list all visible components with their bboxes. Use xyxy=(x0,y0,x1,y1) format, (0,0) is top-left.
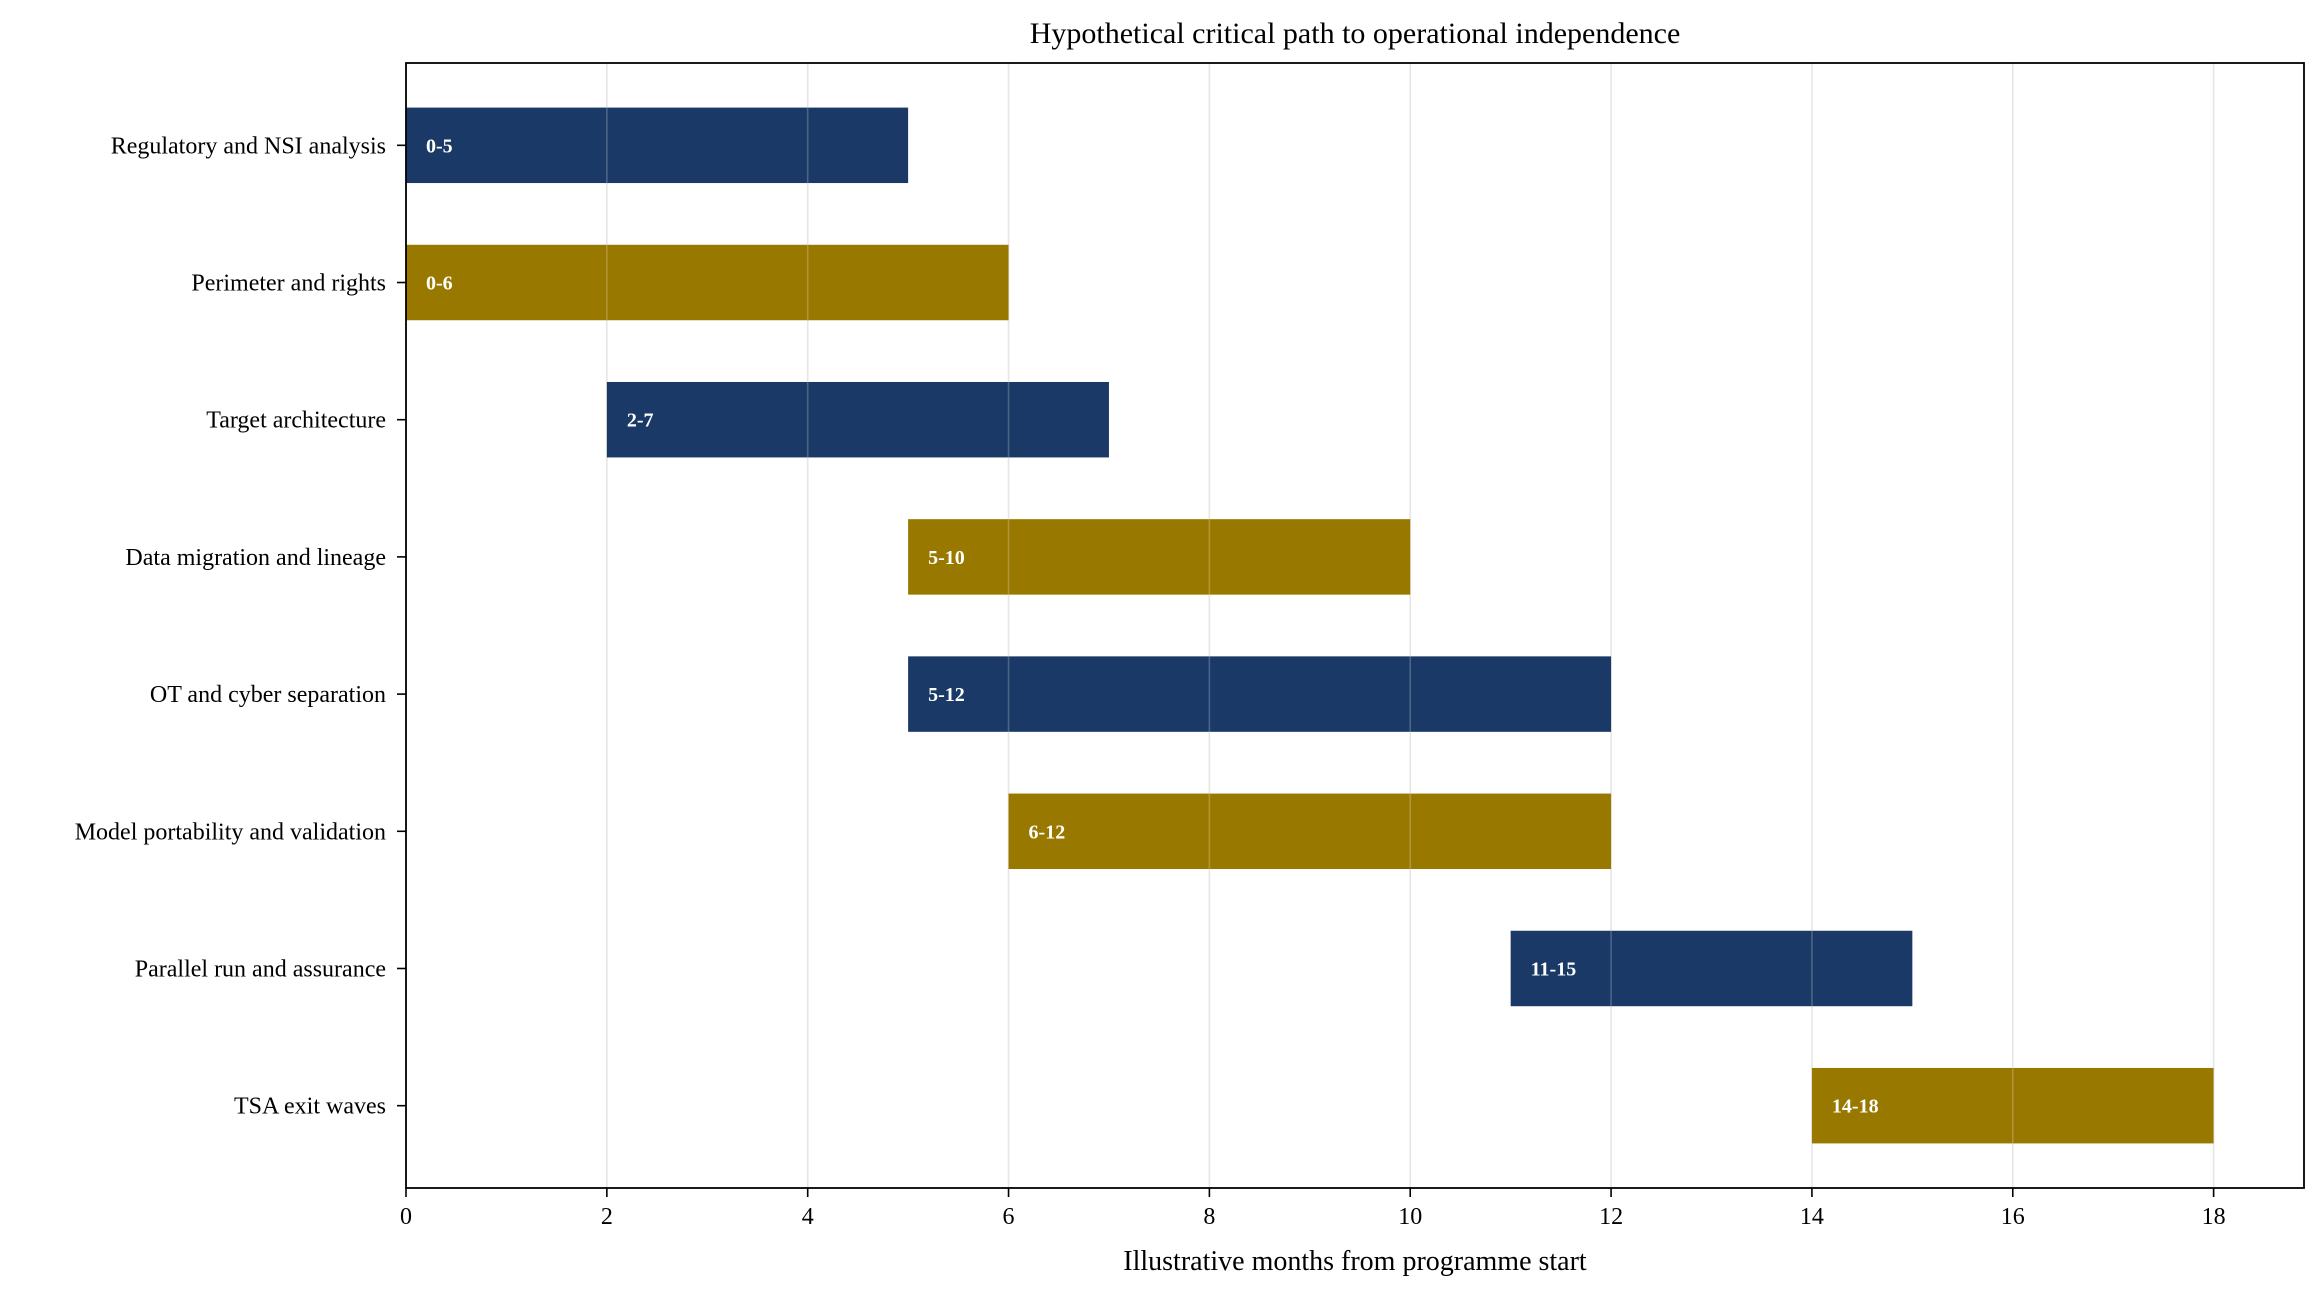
bar-layer: 0-5 0-6 2-7 5-10 5-12 6-12 11-15 14-18 xyxy=(406,107,2214,1144)
x-tick-label: 10 xyxy=(1398,1204,1422,1230)
gantt-bar xyxy=(908,519,1411,595)
x-tick-label: 12 xyxy=(1599,1204,1623,1230)
x-tick-label: 0 xyxy=(400,1204,412,1230)
bar-data-label: 11-15 xyxy=(1531,958,1577,980)
x-tick-label: 16 xyxy=(2001,1204,2025,1230)
bar-data-label: 5-10 xyxy=(928,547,965,569)
chart-title: Hypothetical critical path to operationa… xyxy=(1030,17,1681,50)
bar-data-label: 2-7 xyxy=(627,410,654,432)
gantt-bar xyxy=(1008,793,1612,870)
x-tick-label: 4 xyxy=(802,1204,814,1230)
bar-data-label: 14-18 xyxy=(1832,1096,1879,1118)
grid-layer xyxy=(405,63,2215,1188)
y-category-label: Target architecture xyxy=(206,408,386,434)
y-category-label: Regulatory and NSI analysis xyxy=(111,133,386,159)
tick-layer: 0 2 4 6 8 10 12 14 16 18 Regulatory and NSI analys… xyxy=(75,133,2226,1230)
gantt-bar xyxy=(908,656,1612,732)
x-tick-label: 14 xyxy=(1800,1204,1824,1230)
y-category-label: TSA exit waves xyxy=(234,1094,386,1120)
y-category-label: Parallel run and assurance xyxy=(135,956,386,982)
x-axis-label: Illustrative months from programme start xyxy=(1123,1246,1587,1277)
gantt-bar xyxy=(606,381,1109,458)
gantt-bar xyxy=(1811,1067,2214,1144)
x-tick-label: 2 xyxy=(601,1204,613,1230)
y-category-label: Model portability and validation xyxy=(75,819,386,845)
x-tick-label: 6 xyxy=(1003,1204,1015,1230)
bar-data-label: 6-12 xyxy=(1029,821,1066,843)
x-tick-label: 8 xyxy=(1203,1204,1215,1230)
plot-frame xyxy=(405,62,2305,1189)
bar-data-label: 0-5 xyxy=(426,135,453,157)
gantt-bar xyxy=(1510,930,1913,1007)
bar-data-label: 5-12 xyxy=(928,684,965,706)
gantt-bar xyxy=(406,107,909,184)
x-tick-label: 18 xyxy=(2202,1204,2226,1230)
y-category-label: OT and cyber separation xyxy=(150,682,386,708)
gantt-bar xyxy=(406,244,1009,321)
y-category-label: Perimeter and rights xyxy=(191,271,386,297)
y-category-label: Data migration and lineage xyxy=(125,545,386,571)
bar-data-label: 0-6 xyxy=(426,273,453,295)
